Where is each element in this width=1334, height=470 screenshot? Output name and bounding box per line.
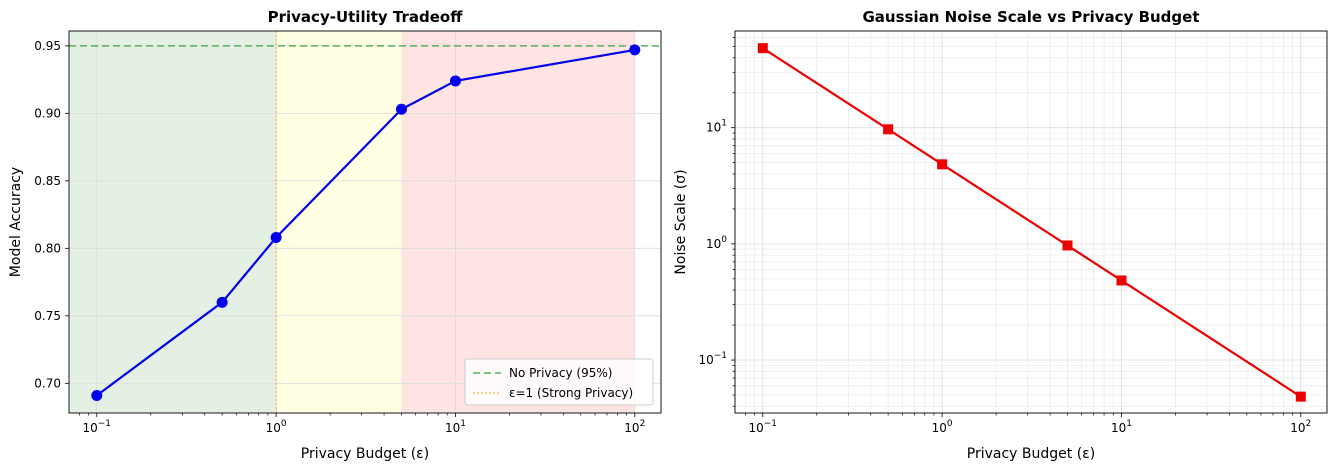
- x-axis-label: Privacy Budget (ε): [301, 446, 429, 462]
- y-axis-label: Model Accuracy: [8, 167, 24, 277]
- x-tick-label: 10−1: [748, 419, 777, 435]
- plot-area: 10−1 100 101 102 10−1 100 101: [698, 30, 1328, 435]
- data-point: [395, 103, 407, 115]
- x-tick-label: 100: [266, 419, 287, 435]
- y-tick-label: 0.90: [34, 106, 61, 120]
- y-tick-label: 0.85: [34, 174, 61, 188]
- noise-scale-chart: 10−1 100 101 102 10−1 100 101 Gaussian Noise S…: [673, 8, 1328, 462]
- y-tick-label: 0.95: [34, 39, 61, 53]
- series-line: [96, 48, 635, 397]
- axes-frame: [734, 30, 1328, 414]
- data-point: [216, 296, 228, 308]
- data-point: [1062, 240, 1073, 251]
- y-tick-label: 0.70: [34, 376, 61, 390]
- y-tick-label: 101: [706, 119, 727, 135]
- data-point: [937, 159, 948, 170]
- legend-box: [464, 358, 654, 406]
- data-point: [449, 75, 461, 87]
- shaded-region: [401, 31, 635, 413]
- privacy-utility-chart: 10−1 100 101 102 0.70 0.75 0.80 0.85 0.90 0.95 No …: [8, 8, 662, 462]
- plot-area: 10−1 100 101 102 0.70 0.75 0.80 0.85 0.90 0.95 No …: [34, 30, 662, 435]
- data-point: [757, 43, 768, 54]
- shaded-region: [276, 31, 402, 413]
- y-tick-label: 10−1: [698, 351, 727, 367]
- x-tick-label: 101: [1111, 419, 1132, 435]
- x-tick-label: 102: [624, 419, 645, 435]
- chart-title: Gaussian Noise Scale vs Privacy Budget: [863, 8, 1200, 26]
- shaded-region: [69, 31, 277, 413]
- series-line: [762, 47, 1302, 398]
- data-point: [1116, 275, 1127, 286]
- x-tick-label: 102: [1290, 419, 1311, 435]
- data-point: [91, 389, 103, 401]
- data-point: [629, 44, 641, 56]
- y-axis-label: Noise Scale (σ): [673, 169, 689, 274]
- data-point: [270, 232, 282, 244]
- data-point: [1295, 391, 1306, 402]
- x-axis-label: Privacy Budget (ε): [967, 446, 1095, 462]
- x-tick-label: 101: [445, 419, 466, 435]
- x-tick-label: 100: [932, 419, 953, 435]
- y-tick-label: 0.80: [34, 241, 61, 255]
- chart-title: Privacy-Utility Tradeoff: [268, 8, 464, 26]
- y-tick-label: 0.75: [34, 309, 61, 323]
- x-tick-label: 10−1: [82, 419, 111, 435]
- y-tick-label: 100: [706, 235, 727, 251]
- legend-label: ε=1 (Strong Privacy): [509, 386, 633, 400]
- legend: No Privacy (95%) ε=1 (Strong Privacy): [464, 358, 654, 406]
- data-point: [883, 124, 894, 135]
- legend-label: No Privacy (95%): [509, 366, 612, 380]
- axes-frame: [68, 30, 662, 414]
